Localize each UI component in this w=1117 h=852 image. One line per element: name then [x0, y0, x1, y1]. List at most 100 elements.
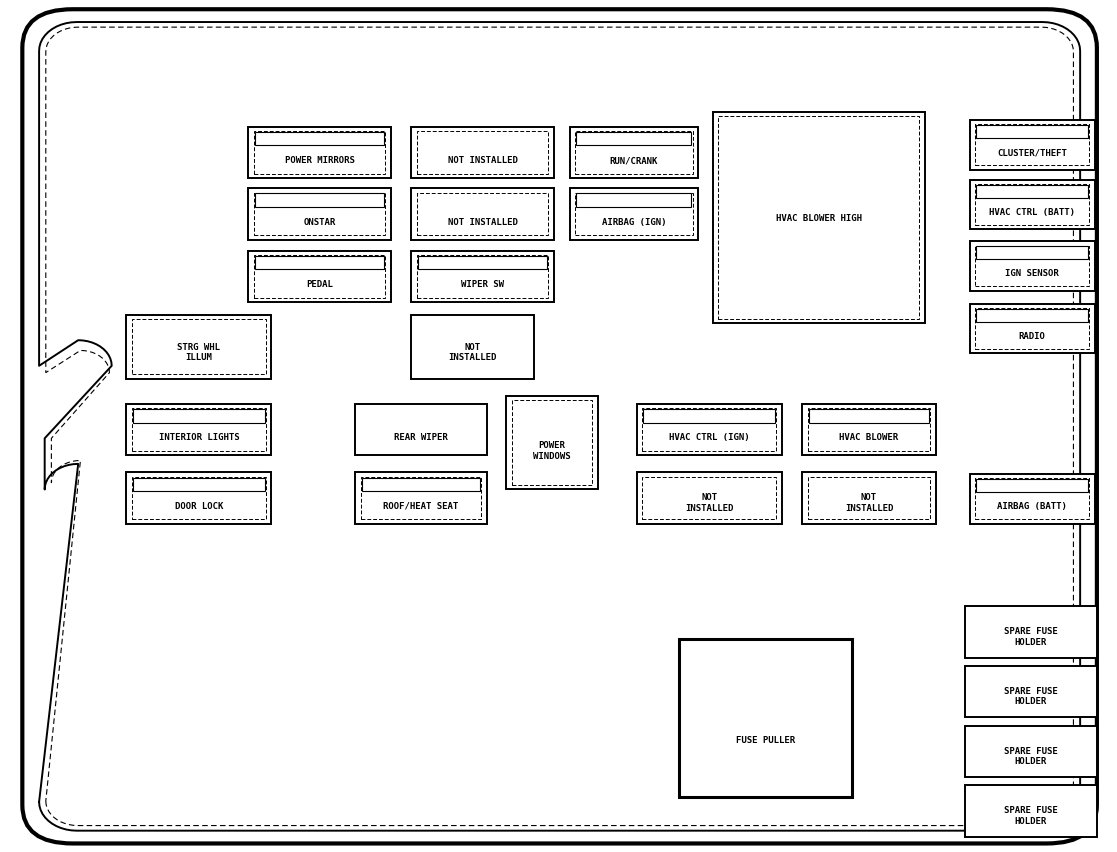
- Bar: [975, 125, 1089, 166]
- FancyBboxPatch shape: [22, 10, 1097, 843]
- Bar: [576, 133, 691, 147]
- Text: SPARE FUSE
HOLDER: SPARE FUSE HOLDER: [1004, 686, 1058, 705]
- Text: SPARE FUSE
HOLDER: SPARE FUSE HOLDER: [1004, 746, 1058, 765]
- Bar: [713, 112, 925, 324]
- Bar: [679, 639, 852, 797]
- Bar: [970, 242, 1095, 291]
- Bar: [254, 132, 385, 175]
- Bar: [362, 478, 480, 492]
- Text: SPARE FUSE
HOLDER: SPARE FUSE HOLDER: [1004, 626, 1058, 646]
- Bar: [976, 247, 1088, 260]
- Bar: [975, 308, 1089, 349]
- Bar: [248, 251, 391, 302]
- Bar: [355, 405, 487, 456]
- Bar: [132, 477, 266, 520]
- Text: HVAC BLOWER HIGH: HVAC BLOWER HIGH: [776, 214, 861, 222]
- Bar: [808, 409, 930, 452]
- Bar: [570, 189, 698, 240]
- Bar: [132, 320, 266, 375]
- Text: HVAC CTRL (IGN): HVAC CTRL (IGN): [669, 433, 750, 442]
- Bar: [254, 193, 385, 236]
- Bar: [970, 121, 1095, 170]
- Bar: [970, 475, 1095, 524]
- Bar: [975, 479, 1089, 520]
- Bar: [126, 473, 271, 524]
- Bar: [802, 405, 936, 456]
- Text: POWER MIRRORS: POWER MIRRORS: [285, 156, 354, 165]
- Bar: [970, 304, 1095, 354]
- Bar: [248, 189, 391, 240]
- Bar: [976, 309, 1088, 322]
- Text: AIRBAG (IGN): AIRBAG (IGN): [602, 217, 666, 227]
- Text: REAR WIPER: REAR WIPER: [394, 433, 448, 442]
- Bar: [418, 256, 547, 270]
- Text: STRG WHL
ILLUM: STRG WHL ILLUM: [178, 343, 220, 362]
- Bar: [975, 246, 1089, 287]
- Bar: [802, 473, 936, 524]
- Bar: [506, 396, 598, 490]
- Bar: [411, 189, 554, 240]
- Bar: [575, 193, 693, 236]
- Bar: [133, 410, 265, 423]
- Text: ONSTAR: ONSTAR: [304, 217, 335, 227]
- Text: ROOF/HEAT SEAT: ROOF/HEAT SEAT: [383, 501, 459, 510]
- Bar: [411, 251, 554, 302]
- Text: SPARE FUSE
HOLDER: SPARE FUSE HOLDER: [1004, 805, 1058, 825]
- Bar: [965, 666, 1097, 717]
- Bar: [637, 473, 782, 524]
- Bar: [976, 126, 1088, 139]
- Bar: [355, 473, 487, 524]
- Text: HVAC BLOWER: HVAC BLOWER: [840, 433, 898, 442]
- Text: RUN/CRANK: RUN/CRANK: [610, 156, 658, 165]
- Text: CLUSTER/THEFT: CLUSTER/THEFT: [997, 148, 1067, 157]
- Text: INTERIOR LIGHTS: INTERIOR LIGHTS: [159, 433, 239, 442]
- Bar: [976, 480, 1088, 492]
- Bar: [255, 194, 384, 208]
- Bar: [575, 132, 693, 175]
- Text: RADIO: RADIO: [1019, 331, 1046, 340]
- Bar: [975, 185, 1089, 226]
- Bar: [132, 409, 266, 452]
- Bar: [642, 409, 776, 452]
- Text: NOT INSTALLED: NOT INSTALLED: [448, 156, 517, 165]
- Text: NOT
INSTALLED: NOT INSTALLED: [685, 492, 734, 512]
- Bar: [417, 132, 548, 175]
- Bar: [126, 315, 271, 379]
- Bar: [417, 256, 548, 298]
- Text: NOT
INSTALLED: NOT INSTALLED: [844, 492, 894, 512]
- Bar: [255, 256, 384, 270]
- Bar: [248, 128, 391, 179]
- Bar: [965, 786, 1097, 837]
- Text: WIPER SW: WIPER SW: [461, 279, 504, 289]
- Bar: [965, 607, 1097, 658]
- Text: NOT INSTALLED: NOT INSTALLED: [448, 217, 517, 227]
- Text: NOT
INSTALLED: NOT INSTALLED: [448, 343, 497, 362]
- Bar: [570, 128, 698, 179]
- Bar: [808, 477, 930, 520]
- Bar: [254, 256, 385, 298]
- Bar: [643, 410, 775, 423]
- Bar: [126, 405, 271, 456]
- Bar: [970, 181, 1095, 230]
- Text: AIRBAG (BATT): AIRBAG (BATT): [997, 502, 1067, 510]
- Bar: [255, 133, 384, 147]
- Bar: [965, 726, 1097, 777]
- Text: FUSE PULLER: FUSE PULLER: [736, 735, 795, 745]
- Text: DOOR LOCK: DOOR LOCK: [174, 501, 223, 510]
- Bar: [718, 117, 919, 320]
- Bar: [637, 405, 782, 456]
- Bar: [642, 477, 776, 520]
- Bar: [576, 194, 691, 208]
- Bar: [361, 477, 481, 520]
- Text: POWER
WINDOWS: POWER WINDOWS: [533, 440, 571, 460]
- Text: HVAC CTRL (BATT): HVAC CTRL (BATT): [990, 208, 1075, 216]
- Bar: [411, 315, 534, 379]
- Bar: [417, 193, 548, 236]
- Bar: [809, 410, 929, 423]
- Text: IGN SENSOR: IGN SENSOR: [1005, 269, 1059, 278]
- Bar: [512, 400, 592, 486]
- Bar: [133, 478, 265, 492]
- Bar: [411, 128, 554, 179]
- Bar: [976, 186, 1088, 199]
- Text: PEDAL: PEDAL: [306, 279, 333, 289]
